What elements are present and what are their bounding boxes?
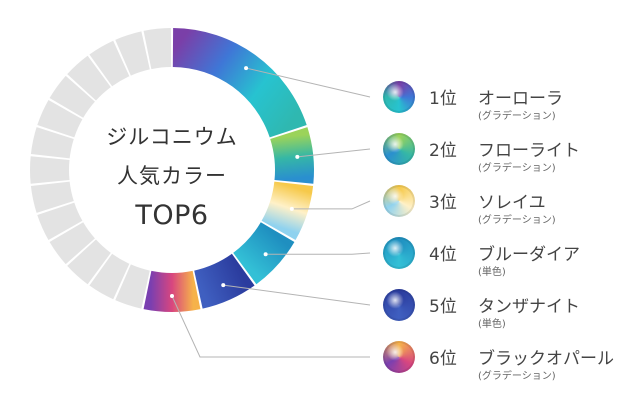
color-swatch-icon	[383, 289, 415, 321]
segment-rank-6	[143, 270, 201, 312]
other-color-segment	[49, 75, 95, 118]
legend-item-2: 2位 フローライト (グラデーション)	[383, 131, 633, 175]
legend-item-1: 1位 オーローラ (グラデーション)	[383, 79, 633, 123]
leader-line-6	[171, 295, 370, 358]
leader-dot	[244, 66, 249, 71]
other-color-segment	[143, 28, 172, 70]
center-title-line2: 人気カラー	[117, 164, 227, 188]
legend-item-4: 4位 ブルーダイア (単色)	[383, 235, 633, 279]
legend-rank: 1位	[429, 89, 457, 109]
legend-rank: 2位	[429, 141, 457, 161]
other-color-segment	[30, 127, 74, 159]
leader-line-3	[291, 200, 371, 210]
legend-item-6: 6位 ブラックオパール (グラデーション)	[383, 339, 633, 383]
legend-color-name: フローライト	[478, 141, 580, 161]
color-swatch-icon	[383, 341, 415, 373]
segment-rank-2	[270, 127, 315, 184]
segment-rank-3	[261, 181, 314, 241]
color-swatch-icon	[383, 133, 415, 165]
legend-item-3: 3位 ソレイユ (グラデーション)	[383, 183, 633, 227]
legend-color-name: タンザナイト	[478, 297, 580, 317]
ranked-segments	[143, 28, 315, 312]
other-color-segment	[89, 40, 130, 87]
legend-rank: 6位	[429, 349, 457, 369]
legend-color-type: (グラデーション)	[478, 215, 556, 226]
other-color-segment	[115, 264, 150, 309]
other-color-segment	[49, 222, 95, 265]
leader-line-1	[245, 67, 371, 98]
leader-dot	[170, 294, 174, 298]
segment-rank-4	[233, 222, 295, 285]
legend-color-type: (グラデーション)	[478, 371, 556, 382]
other-colors-ring	[29, 28, 172, 309]
legend-color-name: ブラックオパール	[478, 349, 614, 369]
other-color-segment	[29, 156, 70, 184]
other-color-segment	[67, 55, 111, 101]
leader-line-2	[297, 148, 371, 158]
legend-color-name: ソレイユ	[478, 193, 546, 213]
leader-dot	[289, 206, 294, 211]
other-color-segment	[37, 202, 83, 241]
legend-color-type: (単色)	[478, 319, 506, 330]
center-title-line1: ジルコニウム	[106, 125, 238, 149]
legend-color-name: オーローラ	[478, 89, 563, 109]
legend-color-type: (グラデーション)	[478, 163, 556, 174]
legend-rank: 5位	[429, 297, 457, 317]
leader-line-4	[265, 252, 371, 255]
other-color-segment	[30, 181, 74, 213]
leader-dot	[263, 252, 268, 257]
legend-rank: 3位	[429, 193, 457, 213]
color-swatch-icon	[383, 237, 415, 269]
other-color-segment	[37, 99, 83, 138]
segment-rank-1	[172, 28, 307, 138]
legend-color-type: (単色)	[478, 267, 506, 278]
other-color-segment	[67, 239, 111, 285]
leader-line-5	[223, 284, 371, 306]
legend-rank: 4位	[429, 245, 457, 265]
other-color-segment	[115, 31, 150, 76]
color-swatch-icon	[383, 185, 415, 217]
legend-color-name: ブルーダイア	[478, 245, 580, 265]
other-color-segment	[89, 253, 130, 300]
leader-dot	[221, 283, 226, 288]
segment-rank-5	[194, 253, 255, 309]
color-swatch-icon	[383, 81, 415, 113]
legend-color-type: (グラデーション)	[478, 111, 556, 122]
leader-dot	[295, 154, 300, 159]
leader-lines	[170, 66, 371, 358]
legend-item-5: 5位 タンザナイト (単色)	[383, 287, 633, 331]
center-title-top6: TOP6	[135, 200, 209, 231]
